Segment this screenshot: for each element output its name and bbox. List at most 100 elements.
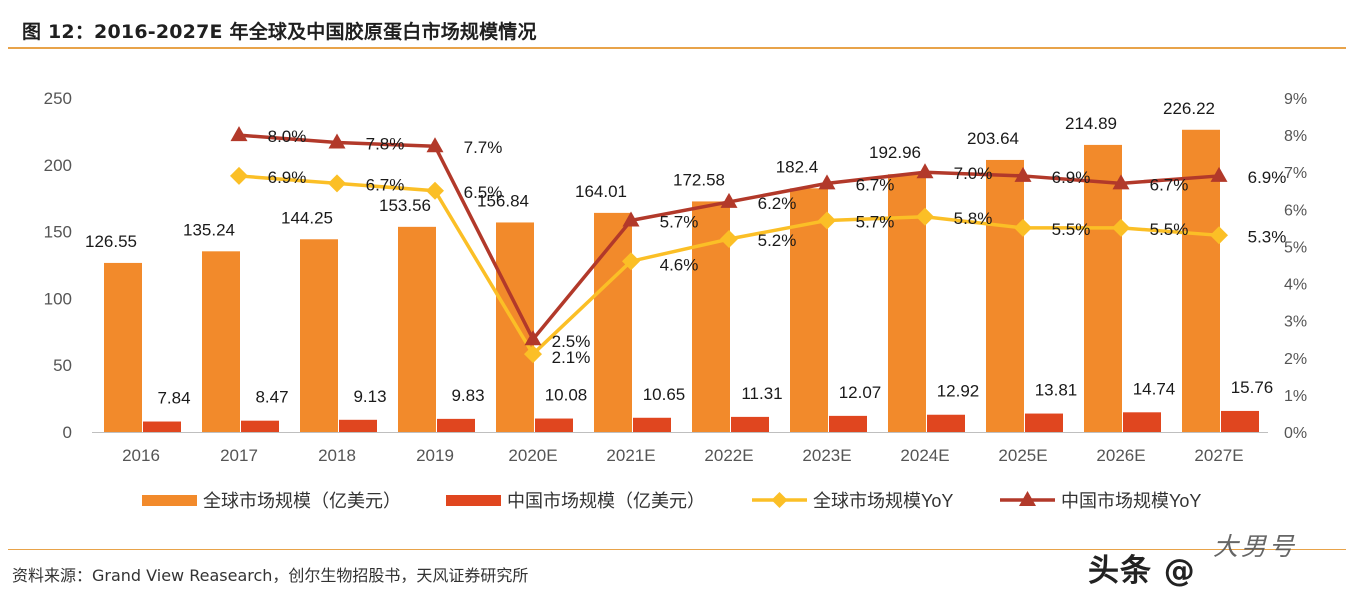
china-market-value-label: 13.81: [1035, 381, 1078, 400]
china-yoy-label: 6.2%: [758, 194, 797, 213]
china-market-value-label: 14.74: [1133, 379, 1176, 398]
china-market-value-label: 15.76: [1231, 378, 1274, 397]
global-yoy-label: 6.5%: [464, 183, 503, 202]
global-yoy-label: 6.7%: [366, 175, 405, 194]
x-tick-label: 2017: [220, 446, 258, 465]
global-yoy-marker: [524, 345, 542, 364]
legend-china-yoy-label: 中国市场规模YoY: [1061, 491, 1201, 511]
global-yoy-marker: [1014, 218, 1032, 237]
global-yoy-label: 5.8%: [954, 209, 993, 228]
china-market-value-label: 12.92: [937, 382, 980, 401]
global-market-bar: [202, 251, 240, 432]
x-tick-label: 2022E: [704, 446, 753, 465]
x-tick-label: 2026E: [1096, 446, 1145, 465]
china-yoy-marker: [818, 174, 836, 190]
global-market-value-label: 126.55: [85, 232, 137, 251]
y-left-tick-label: 100: [44, 289, 72, 308]
legend-china-market-label: 中国市场规模（亿美元）: [507, 491, 705, 511]
china-yoy-label: 6.7%: [1150, 175, 1189, 194]
china-market-bar: [339, 419, 377, 432]
global-yoy-label: 5.5%: [1150, 220, 1189, 239]
china-yoy-marker: [720, 192, 738, 208]
global-yoy-label: 6.9%: [268, 168, 307, 187]
global-yoy-label: 5.2%: [758, 231, 797, 250]
china-market-value-label: 11.31: [741, 384, 782, 403]
china-yoy-label: 6.7%: [856, 175, 895, 194]
global-market-value-label: 164.01: [575, 182, 627, 201]
y-right-tick-label: 7%: [1284, 165, 1307, 182]
china-market-bar: [535, 418, 573, 432]
footer-rule: [8, 549, 1346, 550]
global-yoy-marker: [328, 174, 346, 193]
global-market-bar: [594, 212, 632, 432]
x-tick-label: 2027E: [1194, 446, 1243, 465]
global-yoy-marker: [1112, 218, 1130, 237]
china-yoy-marker: [1014, 166, 1032, 182]
china-yoy-label: 2.5%: [552, 332, 591, 351]
global-yoy-label: 4.6%: [660, 255, 699, 274]
china-yoy-marker: [622, 211, 640, 227]
x-tick-label: 2020E: [508, 446, 557, 465]
global-market-value-label: 192.96: [869, 143, 921, 162]
china-yoy-marker: [916, 163, 934, 179]
legend-global-market-swatch: [142, 495, 197, 506]
global-market-bar: [790, 188, 828, 432]
global-market-value-label: 153.56: [379, 196, 431, 215]
legend-global-yoy-swatch-marker: [771, 492, 788, 508]
chart-title: 图 12：2016-2027E 年全球及中国胶原蛋白市场规模情况: [22, 21, 537, 43]
global-yoy-marker: [426, 181, 444, 200]
y-right-tick-label: 0%: [1284, 425, 1307, 442]
legend-china-market-swatch: [446, 495, 501, 506]
global-yoy-label: 5.5%: [1052, 220, 1091, 239]
global-yoy-marker: [916, 207, 934, 226]
y-right-tick-label: 8%: [1284, 128, 1307, 145]
y-right-tick-label: 1%: [1284, 388, 1307, 405]
x-tick-label: 2019: [416, 446, 454, 465]
global-market-value-label: 172.58: [673, 170, 725, 189]
x-tick-label: 2018: [318, 446, 356, 465]
y-right-tick-label: 5%: [1284, 239, 1307, 256]
x-tick-label: 2023E: [802, 446, 851, 465]
china-market-value-label: 7.84: [157, 389, 190, 408]
china-yoy-label: 5.7%: [660, 212, 699, 231]
legend-china-yoy-swatch-marker: [1019, 491, 1036, 506]
global-market-bar: [300, 239, 338, 432]
china-yoy-label: 6.9%: [1248, 168, 1287, 187]
watermark-logo: 大男号: [1213, 532, 1298, 561]
y-right-tick-label: 3%: [1284, 314, 1307, 331]
china-yoy-marker: [328, 133, 346, 149]
y-right-tick-label: 2%: [1284, 351, 1307, 368]
global-yoy-marker: [818, 211, 836, 230]
china-yoy-label: 8.0%: [268, 127, 307, 146]
china-yoy-label: 6.9%: [1052, 168, 1091, 187]
global-market-value-label: 182.4: [776, 157, 819, 176]
china-market-value-label: 10.65: [643, 385, 686, 404]
global-market-value-label: 156.84: [477, 191, 529, 210]
legend-global-market-label: 全球市场规模（亿美元）: [203, 491, 401, 511]
y-left-tick-label: 250: [44, 89, 72, 108]
y-right-tick-label: 9%: [1284, 91, 1307, 108]
legend-global-yoy-label: 全球市场规模YoY: [813, 491, 953, 511]
global-market-value-label: 203.64: [967, 129, 1019, 148]
china-yoy-marker: [524, 330, 542, 346]
global-market-bar: [398, 226, 436, 432]
china-market-bar: [633, 417, 671, 432]
china-market-value-label: 9.13: [353, 387, 386, 406]
global-market-bar: [986, 159, 1024, 433]
china-yoy-marker: [230, 126, 248, 142]
china-market-bar: [927, 414, 965, 432]
source-note: 资料来源：Grand View Reasearch，创尔生物招股书，天风证券研究…: [12, 566, 529, 585]
china-yoy-label: 7.8%: [366, 135, 405, 154]
x-tick-label: 2024E: [900, 446, 949, 465]
china-yoy-marker: [426, 137, 444, 153]
china-market-value-label: 9.83: [451, 386, 484, 405]
y-left-tick-label: 50: [53, 356, 72, 375]
global-yoy-marker: [230, 166, 248, 185]
china-yoy-label: 7.0%: [954, 164, 993, 183]
global-yoy-marker: [1210, 226, 1228, 245]
y-right-tick-label: 6%: [1284, 202, 1307, 219]
y-left-tick-label: 0: [63, 423, 72, 442]
china-market-bar: [241, 420, 279, 432]
china-market-bar: [1123, 412, 1161, 432]
china-market-bar: [1025, 413, 1063, 432]
